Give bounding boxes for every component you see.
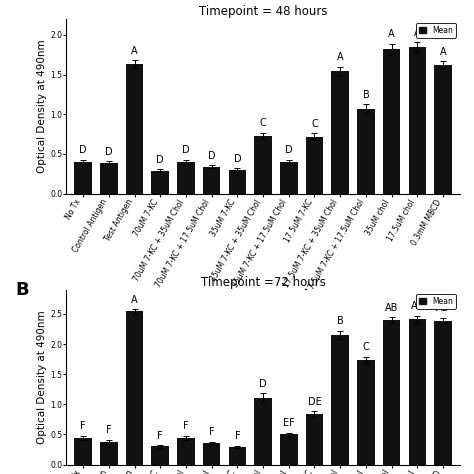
Text: A: A	[414, 27, 420, 37]
Text: AB: AB	[437, 303, 450, 313]
Text: D: D	[259, 379, 267, 389]
Text: F: F	[157, 431, 163, 441]
Text: A: A	[131, 295, 138, 305]
Bar	[177, 438, 195, 465]
Bar	[357, 109, 374, 194]
Bar	[383, 320, 401, 465]
Bar	[100, 163, 118, 194]
Bar	[383, 49, 401, 194]
Text: F: F	[183, 421, 189, 431]
Text: B: B	[337, 316, 344, 327]
Bar	[203, 444, 220, 465]
Text: B: B	[15, 281, 29, 299]
Bar	[255, 398, 272, 465]
Bar	[434, 65, 452, 194]
Bar	[126, 64, 143, 194]
Text: F: F	[209, 427, 214, 437]
Text: D: D	[79, 145, 87, 155]
Text: D: D	[234, 154, 241, 164]
Text: D: D	[285, 145, 292, 155]
Text: AB: AB	[410, 301, 424, 311]
Title: Timepoint =72 hours: Timepoint =72 hours	[201, 275, 326, 289]
Text: A: A	[131, 46, 138, 56]
Text: A: A	[440, 46, 447, 57]
Bar	[152, 171, 169, 194]
Text: F: F	[80, 421, 86, 431]
Bar	[409, 319, 426, 465]
Text: B: B	[363, 90, 369, 100]
Bar	[74, 162, 92, 194]
Bar	[331, 72, 349, 194]
Bar	[409, 47, 426, 194]
Text: D: D	[208, 151, 216, 161]
Bar	[357, 360, 374, 465]
Bar	[306, 414, 323, 465]
Y-axis label: Optical Density at 490nm: Optical Density at 490nm	[37, 310, 47, 444]
Bar	[306, 137, 323, 194]
Bar	[228, 170, 246, 194]
Bar	[255, 136, 272, 194]
Text: DE: DE	[308, 397, 321, 407]
Bar	[280, 434, 298, 465]
Text: C: C	[311, 119, 318, 129]
Bar	[434, 320, 452, 465]
Text: AB: AB	[385, 302, 398, 312]
Text: C: C	[260, 118, 266, 128]
Bar	[74, 438, 92, 465]
Text: D: D	[156, 155, 164, 164]
X-axis label: Treatments: Treatments	[232, 298, 294, 308]
Text: F: F	[106, 426, 111, 436]
Text: D: D	[182, 145, 190, 155]
Bar	[126, 311, 143, 465]
Bar	[203, 167, 220, 194]
Y-axis label: Optical Density at 490nm: Optical Density at 490nm	[37, 39, 47, 173]
Text: F: F	[235, 431, 240, 441]
Text: D: D	[105, 147, 113, 157]
Bar	[152, 447, 169, 465]
Text: A: A	[337, 52, 344, 62]
Legend: Mean: Mean	[416, 293, 456, 309]
Legend: Mean: Mean	[416, 23, 456, 38]
Bar	[331, 335, 349, 465]
Text: EF: EF	[283, 418, 295, 428]
Bar	[228, 447, 246, 465]
Title: Timepoint = 48 hours: Timepoint = 48 hours	[199, 5, 328, 18]
Text: C: C	[363, 342, 369, 352]
Bar	[100, 442, 118, 465]
Text: A: A	[388, 29, 395, 39]
Bar	[177, 162, 195, 194]
Bar	[280, 162, 298, 194]
